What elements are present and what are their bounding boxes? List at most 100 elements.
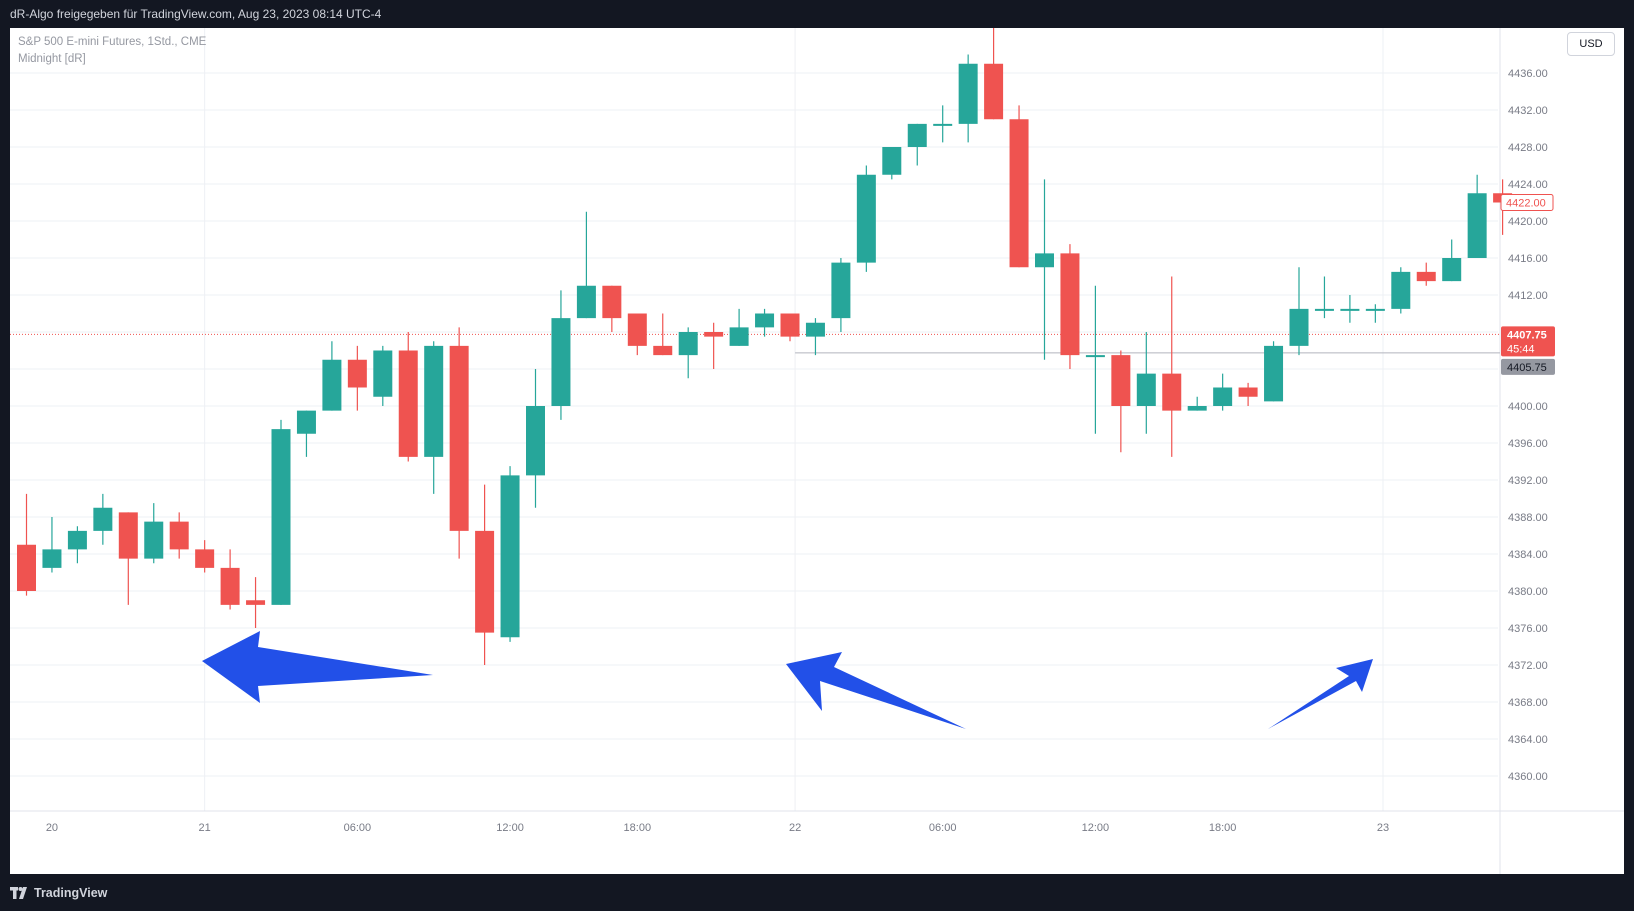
candle-up[interactable] <box>1289 308 1309 346</box>
candle-up[interactable] <box>1391 271 1411 309</box>
y-tick-label: 4428.00 <box>1508 142 1548 154</box>
candle-up[interactable] <box>500 475 520 638</box>
candle-up[interactable] <box>551 318 571 406</box>
y-tick-label: 4360.00 <box>1508 771 1548 783</box>
chart-legend: S&P 500 E-mini Futures, 1Std., CME Midni… <box>18 34 206 68</box>
candle-down[interactable] <box>475 530 495 633</box>
indicator-label[interactable]: Midnight [dR] <box>18 53 86 65</box>
candle-up[interactable] <box>296 410 316 434</box>
candle-down[interactable] <box>984 63 1004 120</box>
candle-up[interactable] <box>831 262 851 319</box>
y-tick-label: 4388.00 <box>1508 512 1548 524</box>
y-tick-label: 4436.00 <box>1508 68 1548 80</box>
candle-up[interactable] <box>1187 406 1207 411</box>
annotation-arrow-2[interactable] <box>786 652 966 729</box>
midnight-price-badge <box>1501 358 1555 375</box>
bar-countdown-label: 45:44 <box>1507 343 1535 355</box>
candlestick-chart[interactable]: 4360.00 4364.00 4368.00 4372.00 4376.00 4380.… <box>10 28 1624 874</box>
candle-down[interactable] <box>780 313 800 337</box>
candle-down[interactable] <box>118 512 138 559</box>
candle-up[interactable] <box>1340 308 1360 311</box>
candle-up[interactable] <box>526 406 545 476</box>
candle-up[interactable] <box>755 313 775 328</box>
candle-down[interactable] <box>653 345 673 356</box>
candle-up[interactable] <box>144 521 164 559</box>
candle-down[interactable] <box>627 313 647 346</box>
candle-down[interactable] <box>1162 373 1182 411</box>
candle-up[interactable] <box>67 530 87 550</box>
candle-down[interactable] <box>1238 387 1258 397</box>
candle-up[interactable] <box>1035 253 1054 268</box>
candle-down[interactable] <box>17 544 36 591</box>
candle-up[interactable] <box>907 123 927 147</box>
y-tick-label: 4392.00 <box>1508 475 1548 487</box>
current-price-label: 4407.75 <box>1507 329 1547 341</box>
candle-up[interactable] <box>882 147 902 175</box>
x-tick-label: 21 <box>199 822 211 834</box>
candle-up[interactable] <box>93 507 113 531</box>
candle-up[interactable] <box>373 350 393 397</box>
x-tick-label: 22 <box>789 822 801 834</box>
symbol-label[interactable]: S&P 500 E-mini Futures, 1Std., CME <box>18 36 207 48</box>
candle-up[interactable] <box>1314 308 1334 311</box>
y-tick-label: 4424.00 <box>1508 179 1548 191</box>
annotation-arrow-1[interactable] <box>202 631 433 703</box>
candle-down[interactable] <box>169 521 189 550</box>
candle-up[interactable] <box>729 327 749 346</box>
y-tick-label: 4432.00 <box>1508 105 1548 117</box>
candle-up[interactable] <box>1442 258 1462 282</box>
candle-down[interactable] <box>347 359 367 388</box>
y-tick-label: 4368.00 <box>1508 697 1548 709</box>
candle-up[interactable] <box>1136 373 1156 406</box>
candle-up[interactable] <box>958 63 978 124</box>
last-price-label: 4422.00 <box>1506 198 1546 210</box>
bottom-bar: TradingView <box>0 874 1634 911</box>
x-tick-label: 06:00 <box>929 822 957 834</box>
tradingview-logo-text: TradingView <box>34 886 108 900</box>
y-tick-label: 4364.00 <box>1508 734 1548 746</box>
y-tick-label: 4416.00 <box>1508 253 1548 265</box>
candle-down[interactable] <box>1060 253 1080 356</box>
y-tick-label: 4412.00 <box>1508 290 1548 302</box>
candle-down[interactable] <box>398 350 418 457</box>
candle-up[interactable] <box>678 332 698 356</box>
candle-up[interactable] <box>1264 345 1284 402</box>
x-tick-label: 23 <box>1377 822 1389 834</box>
candle-down[interactable] <box>449 345 469 531</box>
currency-button[interactable]: USD <box>1567 32 1615 56</box>
candle-down[interactable] <box>195 549 215 568</box>
candle-up[interactable] <box>1467 193 1487 258</box>
y-tick-label: 4376.00 <box>1508 623 1548 635</box>
candle-up[interactable] <box>805 322 825 337</box>
candle-down[interactable] <box>246 600 266 605</box>
candle-up[interactable] <box>271 429 291 605</box>
candle-down[interactable] <box>1111 355 1131 406</box>
candle-up[interactable] <box>424 345 444 457</box>
candle-down[interactable] <box>1009 119 1029 268</box>
candle-up[interactable] <box>1085 355 1105 358</box>
y-tick-label: 4400.00 <box>1508 401 1548 413</box>
candle-down[interactable] <box>1416 271 1436 282</box>
current-price-badge <box>1501 326 1555 357</box>
candle-up[interactable] <box>576 285 596 319</box>
x-tick-label: 18:00 <box>1209 822 1237 834</box>
last-price-badge <box>1500 194 1554 211</box>
candle-down[interactable] <box>704 332 724 337</box>
chart-panel[interactable]: 4360.00 4364.00 4368.00 4372.00 4376.00 4380.… <box>10 28 1624 874</box>
candle-up[interactable] <box>1213 387 1233 407</box>
x-tick-label: 12:00 <box>1082 822 1110 834</box>
tradingview-logo[interactable]: TradingView <box>10 884 107 902</box>
candle-up[interactable] <box>856 174 876 263</box>
top-bar: dR-Algo freigegeben für TradingView.com,… <box>0 0 1634 28</box>
candle-up[interactable] <box>322 359 342 411</box>
candle-down[interactable] <box>602 285 622 319</box>
y-tick-label: 4396.00 <box>1508 438 1548 450</box>
y-tick-label: 4372.00 <box>1508 660 1548 672</box>
annotation-arrow-3[interactable] <box>1268 659 1373 729</box>
candle-down[interactable] <box>220 567 240 605</box>
candle-up[interactable] <box>933 123 953 126</box>
midnight-price-label: 4405.75 <box>1507 362 1547 374</box>
candle-up[interactable] <box>1365 308 1385 311</box>
tradingview-logo-icon <box>10 887 27 899</box>
candle-up[interactable] <box>42 549 62 568</box>
